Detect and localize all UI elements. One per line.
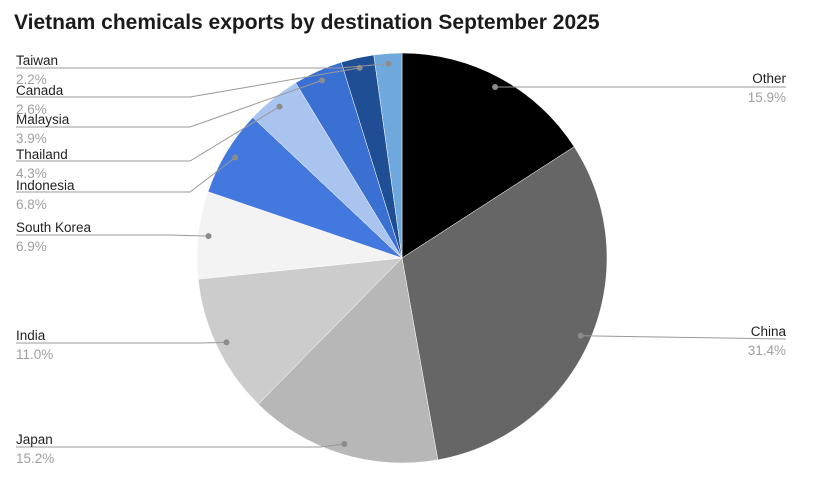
pie-slice-other[interactable] (401, 52, 575, 259)
leader-line-south-korea (16, 234, 209, 237)
leader-line-indonesia (16, 157, 236, 193)
leader-line-japan (16, 443, 345, 448)
leader-dot-other (492, 84, 499, 90)
leader-dot-malaysia (319, 77, 325, 84)
leader-line-thailand (16, 106, 280, 162)
pie-slice-japan[interactable] (257, 257, 439, 464)
leader-line-india (16, 341, 227, 344)
leader-dot-taiwan (385, 60, 392, 67)
leader-dot-japan (341, 441, 348, 447)
leader-line-canada (16, 67, 360, 98)
leader-dot-thailand (276, 103, 283, 110)
leader-dot-india (223, 339, 230, 346)
leader-dot-indonesia (232, 154, 239, 161)
pie-slice-taiwan[interactable] (373, 52, 403, 259)
leader-dot-south-korea (205, 233, 212, 240)
pie-slice-india[interactable] (197, 257, 403, 405)
chart-title: Vietnam chemicals exports by destination… (14, 11, 600, 34)
leader-line-taiwan (16, 63, 389, 69)
leader-line-china (580, 335, 787, 340)
leader-line-malaysia (16, 79, 323, 128)
pie-slice-china[interactable] (401, 146, 608, 461)
leader-dot-china (577, 332, 584, 339)
